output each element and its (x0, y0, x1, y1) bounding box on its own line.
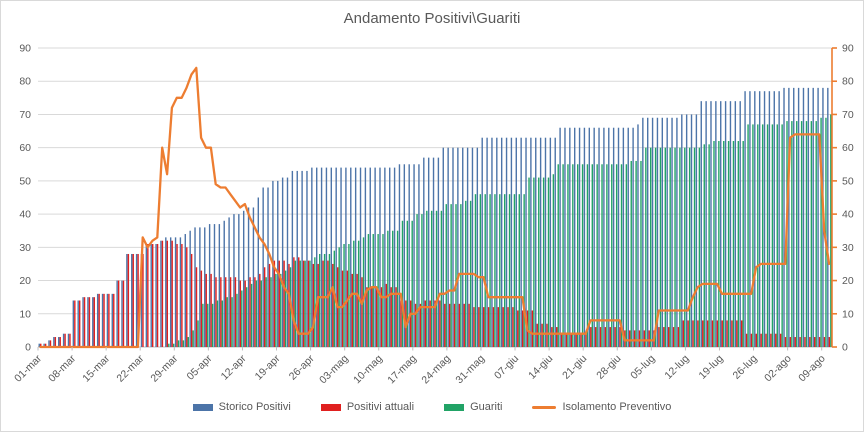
svg-text:24-mag: 24-mag (419, 353, 453, 387)
svg-text:20: 20 (842, 275, 854, 287)
isolamento-preventivo-line-icon (532, 405, 557, 409)
legend-item-storico-positivi[interactable]: Storico Positivi (192, 401, 291, 413)
svg-text:07-giu: 07-giu (492, 353, 521, 382)
positivi-attuali-swatch-icon (320, 403, 341, 411)
svg-text:12-apr: 12-apr (219, 352, 249, 382)
svg-text:19-lug: 19-lug (696, 353, 725, 382)
svg-text:21-giu: 21-giu (560, 353, 589, 382)
svg-text:01-mar: 01-mar (12, 352, 44, 384)
x-axis (37, 347, 823, 351)
svg-text:10: 10 (19, 308, 31, 320)
svg-text:20: 20 (19, 275, 31, 287)
svg-text:80: 80 (19, 76, 31, 88)
line-isolamento-preventivo (39, 66, 831, 349)
legend-label: Storico Positivi (218, 401, 291, 413)
legend-label: Positivi attuali (346, 401, 415, 413)
svg-text:10-mag: 10-mag (351, 353, 385, 387)
chart-title: Andamento Positivi\Guariti (343, 10, 521, 27)
svg-text:60: 60 (842, 142, 854, 154)
svg-text:15-mar: 15-mar (80, 352, 112, 384)
right-axis (831, 47, 837, 348)
legend-item-positivi-attuali[interactable]: Positivi attuali (320, 401, 415, 413)
svg-text:31-mag: 31-mag (453, 353, 487, 387)
svg-text:28-giu: 28-giu (594, 353, 623, 382)
y-axis-labels-left: 0 10 20 30 40 50 60 70 80 90 (19, 43, 31, 354)
svg-text:50: 50 (842, 175, 854, 187)
svg-text:02-ago: 02-ago (762, 353, 794, 385)
svg-text:90: 90 (19, 43, 31, 55)
legend-item-guariti[interactable]: Guariti (444, 401, 502, 413)
svg-text:50: 50 (19, 175, 31, 187)
svg-text:19-apr: 19-apr (253, 352, 283, 382)
svg-text:17-mag: 17-mag (385, 353, 419, 387)
legend-label: Isolamento Preventivo (562, 401, 672, 413)
svg-text:03-mag: 03-mag (317, 353, 351, 387)
svg-text:30: 30 (19, 242, 31, 254)
bars-storico-positivi (38, 87, 829, 348)
svg-text:05-lug: 05-lug (628, 353, 657, 382)
y-axis-labels-right: 0 10 20 30 40 50 60 70 80 90 (842, 43, 854, 354)
svg-text:12-lug: 12-lug (662, 353, 691, 382)
svg-text:40: 40 (842, 209, 854, 221)
svg-text:29-mar: 29-mar (148, 352, 180, 384)
svg-text:10: 10 (842, 308, 854, 320)
svg-text:26-apr: 26-apr (287, 352, 317, 382)
svg-text:26-lug: 26-lug (731, 353, 760, 382)
legend-item-isolamento-preventivo[interactable]: Isolamento Preventivo (532, 401, 671, 413)
svg-text:0: 0 (842, 342, 848, 354)
svg-text:14-giu: 14-giu (526, 353, 555, 382)
svg-text:80: 80 (842, 76, 854, 88)
svg-text:70: 70 (19, 109, 31, 121)
svg-text:0: 0 (25, 342, 31, 354)
svg-text:08-mar: 08-mar (46, 352, 78, 384)
legend: Storico Positivi Positivi attuali Guarit… (1, 401, 863, 413)
svg-text:30: 30 (842, 242, 854, 254)
svg-text:70: 70 (842, 109, 854, 121)
guariti-swatch-icon (444, 403, 465, 411)
svg-text:60: 60 (19, 142, 31, 154)
svg-text:90: 90 (842, 43, 854, 55)
svg-text:40: 40 (19, 209, 31, 221)
svg-text:22-mar: 22-mar (114, 352, 146, 384)
legend-label: Guariti (470, 401, 503, 413)
bars-positivi-attuali (40, 240, 831, 347)
storico-positivi-swatch-icon (192, 403, 213, 411)
svg-text:09-ago: 09-ago (796, 353, 828, 385)
x-axis-labels: 01-mar 08-mar 15-mar 22-mar 29-mar 05-apr 12-a… (12, 352, 828, 386)
svg-text:05-apr: 05-apr (185, 352, 215, 382)
